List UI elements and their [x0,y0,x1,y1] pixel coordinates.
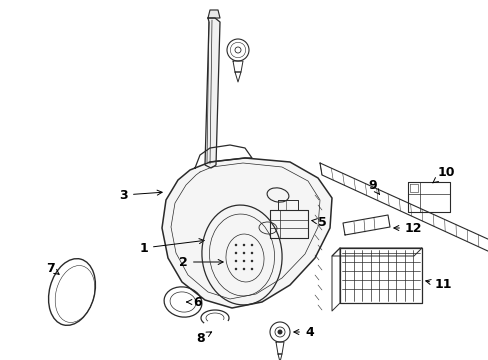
Text: 2: 2 [179,256,223,269]
Ellipse shape [234,252,237,254]
Ellipse shape [242,244,245,246]
Polygon shape [207,10,220,18]
Ellipse shape [234,260,237,262]
Text: 9: 9 [367,179,379,194]
Ellipse shape [250,260,253,262]
Text: 10: 10 [432,166,454,183]
Text: 3: 3 [119,189,162,202]
Ellipse shape [250,244,253,246]
Ellipse shape [234,244,237,246]
Ellipse shape [250,268,253,270]
Ellipse shape [242,252,245,254]
Text: 7: 7 [46,261,59,274]
Ellipse shape [277,329,282,334]
Ellipse shape [242,268,245,270]
Text: 12: 12 [393,221,422,234]
Text: 6: 6 [186,296,201,309]
Ellipse shape [234,268,237,270]
Polygon shape [162,158,331,308]
Text: 5: 5 [311,216,326,229]
Text: 8: 8 [196,332,211,345]
Text: 4: 4 [293,325,313,338]
Ellipse shape [250,252,253,254]
Ellipse shape [242,260,245,262]
Polygon shape [204,18,220,168]
Text: 1: 1 [139,239,204,255]
Text: 11: 11 [425,279,451,292]
